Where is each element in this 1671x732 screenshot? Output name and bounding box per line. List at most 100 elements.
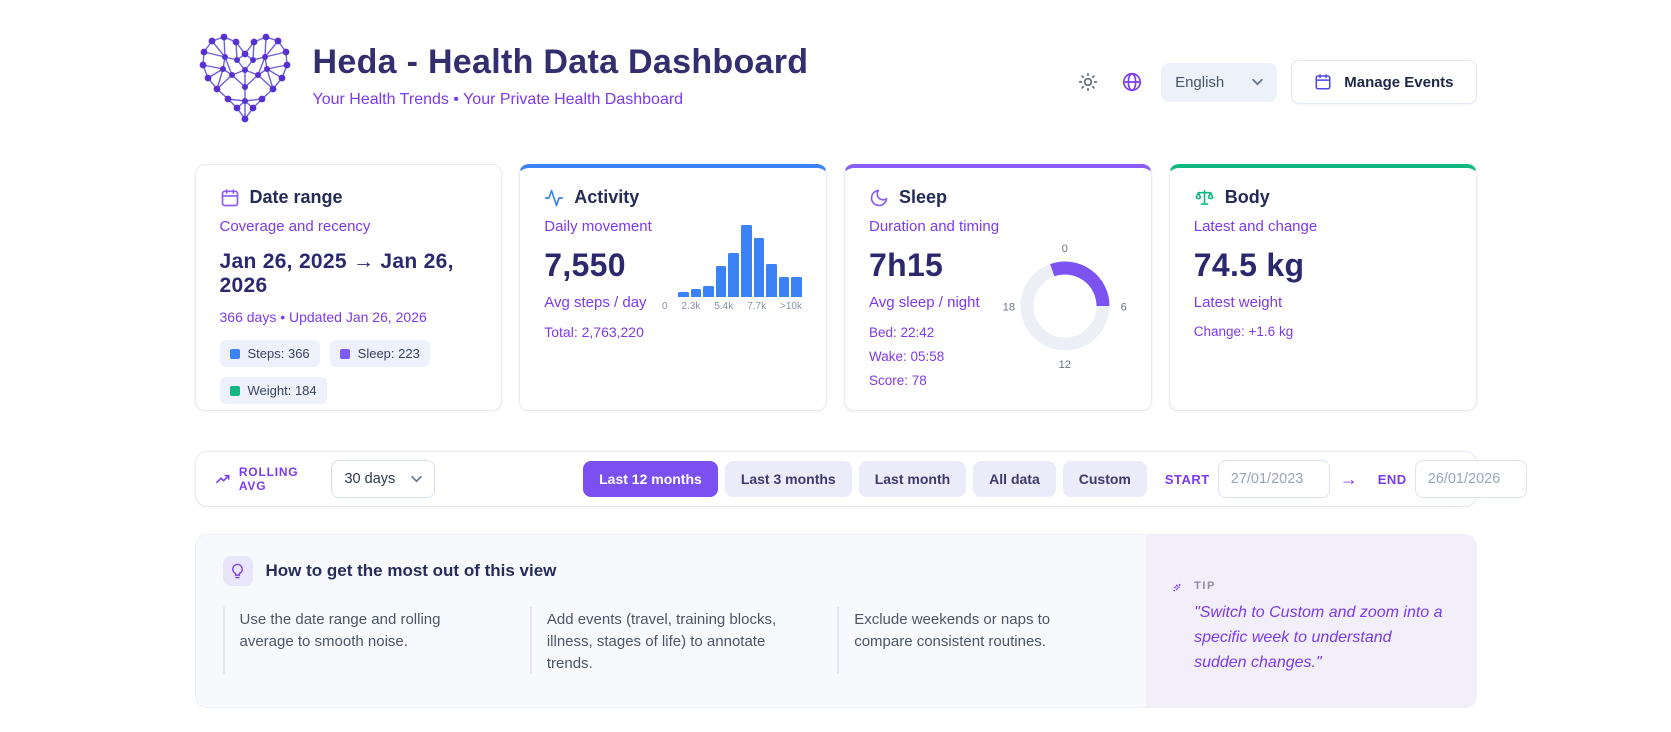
- clock-tick-6: 6: [1120, 301, 1127, 314]
- badge-label: Sleep: 223: [357, 346, 420, 361]
- axis-tick: >10k: [780, 301, 802, 313]
- page-title: Heda - Health Data Dashboard: [312, 43, 809, 81]
- lightbulb-icon-box: [222, 556, 253, 586]
- bed-time: Bed: 22:42: [869, 325, 935, 341]
- histogram-bar: [703, 286, 714, 298]
- calendar-icon: [221, 188, 238, 206]
- chevron-down-icon: [1252, 78, 1264, 86]
- axis-tick: 7.7k: [747, 301, 767, 313]
- body-card-header: Body: [1194, 187, 1452, 208]
- histogram-bar: [678, 292, 689, 298]
- sleep-card-text: Sleep Duration and timing 7h15 Avg sleep…: [869, 187, 999, 392]
- range-button-last-3-months[interactable]: Last 3 months: [724, 461, 852, 497]
- manage-events-label: Manage Events: [1344, 73, 1454, 91]
- date-range-card-header: Date range: [220, 187, 478, 208]
- rolling-avg-select[interactable]: 30 days: [331, 460, 436, 498]
- filter-bar: ROLLING AVG 30 days Last 12 months Last …: [194, 451, 1527, 507]
- language-select-value: English: [1175, 73, 1225, 91]
- manage-events-button[interactable]: Manage Events: [1291, 60, 1477, 104]
- lightbulb-icon: [232, 563, 243, 578]
- sleep-coverage-badge: Sleep: 223: [329, 340, 430, 367]
- info-section: How to get the most out of this view Use…: [194, 534, 1477, 708]
- start-label: START: [1164, 471, 1210, 487]
- clock-tick-18: 18: [1002, 301, 1015, 314]
- sun-icon: [1078, 72, 1098, 92]
- rolling-avg-group: ROLLING AVG 30 days: [215, 460, 436, 498]
- range-button-all-data[interactable]: All data: [973, 461, 1056, 497]
- badge-label: Weight: 184: [247, 383, 317, 398]
- card-title: Body: [1224, 187, 1270, 207]
- tip-card-content: TIP "Switch to Custom and zoom into a sp…: [1194, 577, 1447, 707]
- tip-card-label: TIP: [1194, 580, 1216, 592]
- sleep-card-header: Sleep: [869, 187, 999, 208]
- arrow-right-icon: →: [1339, 468, 1358, 489]
- clock-tick-12: 12: [1058, 358, 1071, 371]
- tip-card-quote: "Switch to Custom and zoom into a specif…: [1194, 604, 1443, 671]
- weight-swatch-icon: [229, 385, 240, 396]
- steps-swatch-icon: [229, 348, 240, 359]
- language-globe-button[interactable]: [1117, 67, 1147, 97]
- activity-pulse-icon: [545, 189, 564, 206]
- card-subtitle: Daily movement: [544, 218, 652, 235]
- brand-text: Heda - Health Data Dashboard Your Health…: [313, 43, 809, 109]
- range-button-last-12-months[interactable]: Last 12 months: [583, 461, 718, 497]
- card-title: Date range: [249, 187, 343, 207]
- histogram-bar: [740, 225, 752, 298]
- theme-toggle-button[interactable]: [1073, 67, 1103, 97]
- range-button-last-month[interactable]: Last month: [858, 461, 967, 497]
- activity-card: Activity Daily movement 7,550 Avg steps …: [519, 164, 827, 411]
- histogram-bar: [715, 265, 727, 298]
- date-range-card: Date range Coverage and recency Jan 26, …: [194, 164, 503, 411]
- topbar: Heda - Health Data Dashboard Your Health…: [195, 0, 1477, 128]
- axis-tick: 5.4k: [714, 301, 734, 313]
- calendar-icon: [1315, 74, 1331, 90]
- avg-steps-label: Avg steps / day: [544, 294, 647, 311]
- steps-histogram: 0 2.3k 5.4k 7.7k >10k: [662, 225, 802, 312]
- coverage-badges: Steps: 366 Sleep: 223 Weight: 184: [219, 340, 460, 404]
- date-range-meta: 366 days • Updated Jan 26, 2026: [219, 309, 427, 325]
- range-buttons: Last 12 months Last 3 months Last month …: [583, 461, 1147, 497]
- histogram-bar: [791, 277, 802, 298]
- rolling-avg-value: 30 days: [344, 471, 396, 487]
- moon-icon: [870, 189, 888, 206]
- tip-item: Exclude weekends or naps to compare cons…: [837, 607, 1144, 675]
- sleep-score: Score: 78: [869, 372, 927, 388]
- histogram-bar: [728, 252, 739, 298]
- chevron-down-icon: [411, 475, 422, 483]
- card-title: Activity: [574, 187, 640, 207]
- avg-sleep-label: Avg sleep / night: [869, 294, 980, 311]
- date-range-value: Jan 26, 2025 → Jan 26, 2026: [219, 250, 454, 297]
- sleep-details: Bed: 22:42 Wake: 05:58 Score: 78: [869, 321, 999, 392]
- wake-time: Wake: 05:58: [869, 348, 945, 364]
- histogram-axis: 0 2.3k 5.4k 7.7k >10k: [662, 301, 802, 312]
- language-select[interactable]: English: [1161, 62, 1278, 102]
- histogram-bars: [662, 225, 802, 298]
- weight-change: Change: +1.6 kg: [1193, 324, 1294, 340]
- activity-card-text: Activity Daily movement 7,550 Avg steps …: [544, 187, 659, 340]
- start-date-input[interactable]: [1217, 460, 1330, 498]
- heart-network-logo-icon: [199, 33, 290, 123]
- histogram-bar: [690, 289, 702, 298]
- sleep-donut: [1020, 261, 1110, 351]
- rolling-avg-label: ROLLING AVG: [238, 465, 299, 493]
- weight-coverage-badge: Weight: 184: [219, 377, 327, 404]
- activity-card-header: Activity: [544, 187, 659, 208]
- sleep-swatch-icon: [339, 348, 350, 359]
- tip-card: TIP "Switch to Custom and zoom into a sp…: [1145, 535, 1476, 707]
- end-date-input[interactable]: [1414, 460, 1527, 498]
- dashboard-page: Heda - Health Data Dashboard Your Health…: [194, 0, 1527, 708]
- steps-coverage-badge: Steps: 366: [219, 340, 320, 367]
- axis-tick: 2.3k: [681, 301, 701, 313]
- globe-icon: [1123, 72, 1142, 92]
- avg-steps-value: 7,550: [544, 247, 626, 283]
- range-button-custom[interactable]: Custom: [1062, 461, 1147, 497]
- end-label: END: [1377, 471, 1407, 487]
- tip-item: Add events (travel, training blocks, ill…: [529, 607, 837, 675]
- card-subtitle: Duration and timing: [869, 218, 1000, 235]
- card-subtitle: Latest and change: [1193, 218, 1318, 235]
- tip-item: Use the date range and rolling average t…: [222, 607, 530, 675]
- latest-weight-value: 74.5 kg: [1193, 247, 1305, 283]
- info-guide: How to get the most out of this view Use…: [196, 535, 1146, 707]
- histogram-bar: [766, 264, 777, 298]
- scales-icon: [1195, 189, 1214, 205]
